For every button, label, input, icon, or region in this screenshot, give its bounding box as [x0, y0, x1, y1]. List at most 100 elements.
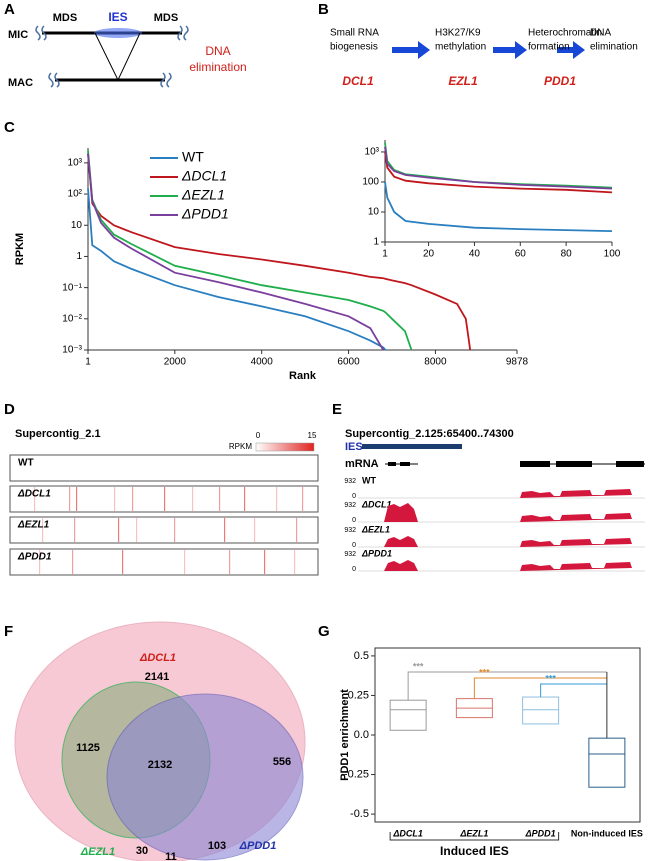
- row-label: ΔEZL1: [17, 520, 50, 531]
- significance-bracket: [473, 677, 607, 699]
- series-line: [384, 142, 613, 189]
- heatmap-stripe: [122, 550, 124, 574]
- x-tick-label: 80: [561, 249, 573, 260]
- exons: [388, 461, 644, 467]
- track-max: 932: [344, 478, 356, 485]
- y-tick-label: 10: [368, 207, 380, 218]
- heatmap-stripe: [224, 518, 226, 542]
- track-max: 932: [344, 527, 356, 534]
- track-min: 0: [352, 517, 356, 524]
- color-scale: [255, 442, 315, 452]
- gene-name: PDD1: [544, 74, 576, 88]
- plot-frame: [374, 647, 641, 823]
- scale-label: RPKM: [229, 442, 252, 451]
- y-tick-label: 10⁻³: [62, 345, 82, 356]
- track-min: 0: [352, 566, 356, 573]
- x-tick-label: 4000: [251, 357, 274, 368]
- panel-label: C: [4, 119, 15, 136]
- significance: ***: [545, 673, 556, 683]
- y-tick-label: 0.0: [354, 729, 369, 741]
- set-label: ΔDCL1: [139, 652, 176, 664]
- track-label: ΔEZL1: [361, 524, 390, 534]
- ies-bar: [362, 444, 462, 449]
- row-label: ΔPDD1: [17, 552, 52, 563]
- note-line: elimination: [189, 60, 246, 74]
- significance: ***: [479, 667, 490, 677]
- heatmap-stripe: [114, 487, 116, 511]
- ies-glow: [94, 28, 142, 38]
- panel-label: F: [4, 623, 13, 640]
- coverage: [384, 503, 632, 522]
- x-tick-label: 6000: [337, 357, 360, 368]
- heatmap-stripe: [136, 518, 138, 542]
- pathway-step: Heterochromatin: [528, 28, 602, 39]
- region-count: 30: [136, 845, 148, 857]
- y-tick-label: -0.25: [344, 768, 369, 780]
- series-line: [87, 188, 387, 351]
- heatmap-title: Supercontig_2.1: [15, 428, 101, 440]
- heatmap-row: [9, 454, 319, 482]
- y-tick-label: -0.5: [350, 808, 369, 820]
- axes: [87, 148, 517, 351]
- pathway-step: Small RNA: [330, 28, 379, 39]
- mds-label: MDS: [53, 12, 77, 24]
- heatmap-stripe: [294, 550, 296, 574]
- heatmap-stripe: [118, 518, 120, 542]
- note-line: DNA: [205, 44, 230, 58]
- region-count: 556: [273, 756, 291, 768]
- box: [389, 699, 427, 731]
- legend-label: ΔPDD1: [181, 206, 229, 222]
- heatmap-stripe: [42, 518, 44, 542]
- pathway-step: biogenesis: [330, 42, 378, 53]
- x-tick-label: 100: [604, 249, 621, 260]
- track-label: ΔDCL1: [361, 499, 392, 509]
- coverage: [520, 489, 632, 498]
- heatmap-stripe: [302, 487, 304, 511]
- row-label: WT: [18, 458, 34, 469]
- track-max: 932: [344, 502, 356, 509]
- box: [588, 737, 626, 788]
- y-tick-label: 10⁻²: [62, 313, 82, 324]
- x-tick-label: ΔEZL1: [459, 828, 488, 838]
- panel-label: E: [332, 401, 342, 418]
- pathway-step: elimination: [590, 42, 638, 53]
- heatmap-stripe: [72, 550, 74, 574]
- series-line: [87, 150, 413, 351]
- pathway-step: methylation: [435, 42, 486, 53]
- region-count: 103: [208, 840, 226, 852]
- significance-bracket: [407, 671, 607, 701]
- panel-label: B: [318, 1, 329, 18]
- pathway-step: formation: [528, 42, 570, 53]
- region-count: 1125: [76, 742, 100, 754]
- series-line: [384, 146, 613, 190]
- heatmap-stripe: [69, 487, 71, 511]
- heatmap-stripe: [244, 487, 246, 511]
- x-axis-label: Rank: [289, 370, 317, 382]
- x-tick-label: ΔDCL1: [392, 828, 423, 838]
- y-tick-label: 0.25: [348, 689, 369, 701]
- y-tick-label: 10⁻¹: [62, 282, 82, 293]
- heatmap-row: [9, 548, 319, 576]
- heatmap-stripe: [276, 487, 278, 511]
- heatmap-stripe: [174, 518, 176, 542]
- significance: ***: [413, 661, 424, 671]
- y-tick-label: 10: [71, 220, 83, 231]
- heatmap-stripe: [254, 518, 256, 542]
- region-count: 2132: [148, 759, 172, 771]
- tracks-title: Supercontig_2.125:65400..74300: [345, 428, 514, 440]
- x-tick-label: 1: [85, 357, 91, 368]
- heatmap-stripe: [296, 518, 298, 542]
- gene-name: DCL1: [342, 74, 374, 88]
- heatmap-stripe: [192, 487, 194, 511]
- mds-label: MDS: [154, 12, 178, 24]
- set-label: ΔEZL1: [80, 846, 115, 858]
- heatmap-stripe: [219, 487, 221, 511]
- heatmap-stripe: [184, 550, 186, 574]
- mac-label: MAC: [8, 77, 33, 89]
- heatmap-stripe: [76, 487, 78, 511]
- panel-label: G: [318, 623, 330, 640]
- track-max: 932: [344, 551, 356, 558]
- heatmap-row: [9, 516, 319, 544]
- group-bracket: [389, 832, 560, 841]
- pathway-step: H3K27/K9: [435, 28, 481, 39]
